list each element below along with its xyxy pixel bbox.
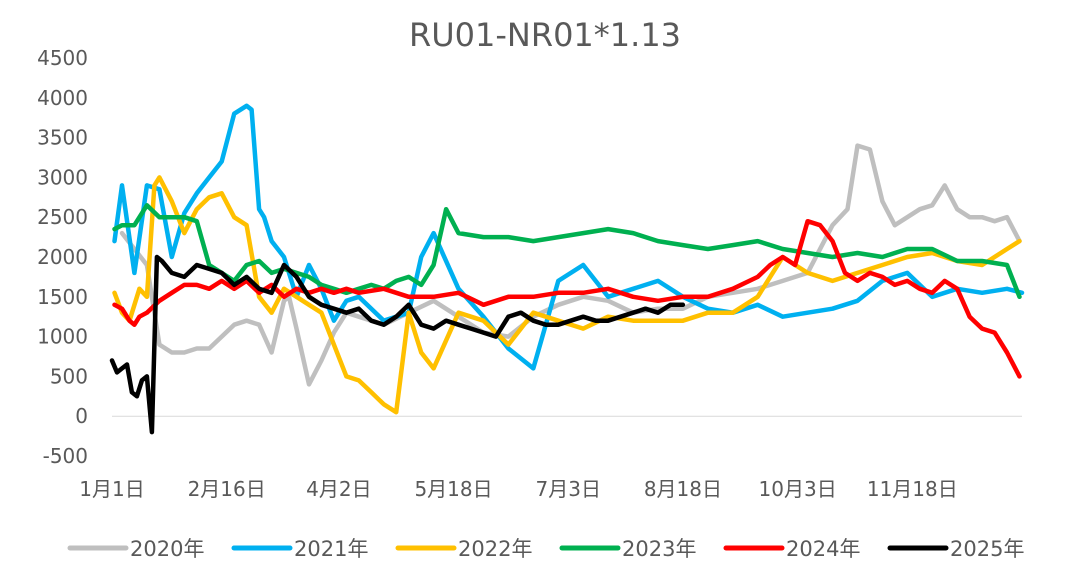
y-tick-label: 3000 — [37, 165, 88, 189]
y-tick-label: 2000 — [37, 245, 88, 269]
y-tick-label: 0 — [75, 404, 88, 428]
chart-title: RU01-NR01*1.13 — [409, 16, 681, 54]
x-tick-label: 4月2日 — [306, 477, 371, 501]
y-tick-label: -500 — [43, 444, 88, 468]
y-tick-label: 1000 — [37, 325, 88, 349]
legend-label-2022: 2022年 — [458, 537, 532, 561]
x-tick-label: 7月3日 — [536, 477, 601, 501]
series-line-2024 — [112, 218, 1022, 379]
y-tick-label: 1500 — [37, 285, 88, 309]
x-tick-label: 11月18日 — [867, 477, 958, 501]
legend-label-2020: 2020年 — [130, 537, 204, 561]
y-tick-label: 3500 — [37, 126, 88, 150]
series-line-2020 — [119, 143, 1022, 387]
y-tick-label: 4000 — [37, 86, 88, 110]
legend: 2020年 2021年 2022年 2023年 2024年 2025年 — [67, 537, 1024, 561]
legend-label-2021: 2021年 — [294, 537, 368, 561]
legend-label-2024: 2024年 — [786, 537, 860, 561]
plot-area — [109, 103, 1025, 435]
legend-label-2025: 2025年 — [950, 537, 1024, 561]
series-line-2022 — [112, 175, 1022, 415]
y-tick-label: 2500 — [37, 205, 88, 229]
x-tick-label: 10月3日 — [759, 477, 837, 501]
series-line-2021 — [112, 103, 1025, 371]
y-tick-label: 500 — [50, 364, 88, 388]
x-tick-label: 1月1日 — [79, 477, 144, 501]
x-tick-label: 2月16日 — [188, 477, 266, 501]
y-tick-label: 4500 — [37, 46, 88, 70]
y-axis: -500 0 500 1000 1500 2000 2500 3000 3500 4000 4500 — [37, 46, 88, 468]
x-axis: 1月1日 2月16日 4月2日 5月18日 7月3日 8月18日 10月3日 11月18日 — [79, 415, 1022, 501]
x-tick-label: 8月18日 — [644, 477, 722, 501]
x-tick-label: 5月18日 — [414, 477, 492, 501]
series-line-2025 — [109, 254, 686, 435]
legend-label-2023: 2023年 — [622, 537, 696, 561]
